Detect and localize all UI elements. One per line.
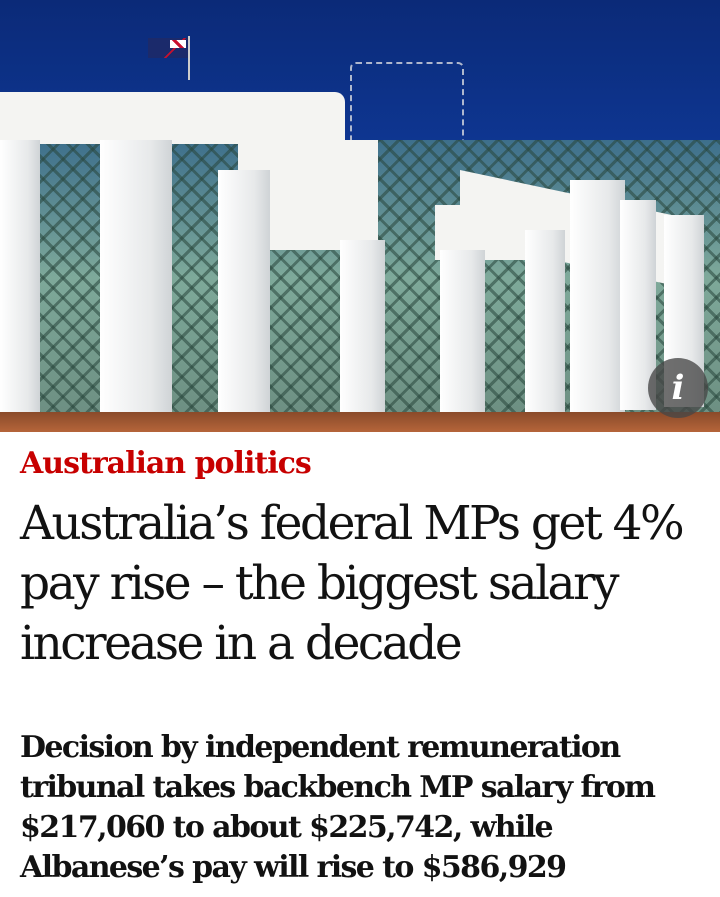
article-headline: Australia’s federal MPs get 4% pay rise … xyxy=(20,496,685,671)
pillar xyxy=(218,170,270,420)
pillar xyxy=(525,230,565,415)
pillar xyxy=(0,140,40,412)
pillar xyxy=(100,140,172,412)
section-label[interactable]: Australian politics xyxy=(20,446,312,481)
australian-flag-icon xyxy=(148,38,188,58)
hero-image: i xyxy=(0,0,720,432)
article-standfirst: Decision by independent remuneration tri… xyxy=(20,730,656,885)
flag-pole xyxy=(188,36,190,80)
info-glyph: i xyxy=(671,368,685,408)
pillar xyxy=(570,180,625,412)
info-icon[interactable]: i xyxy=(648,358,708,418)
forecourt-ground xyxy=(0,412,720,432)
pillar xyxy=(340,240,385,420)
facade-wall-left xyxy=(0,92,345,144)
pillar xyxy=(440,250,485,420)
